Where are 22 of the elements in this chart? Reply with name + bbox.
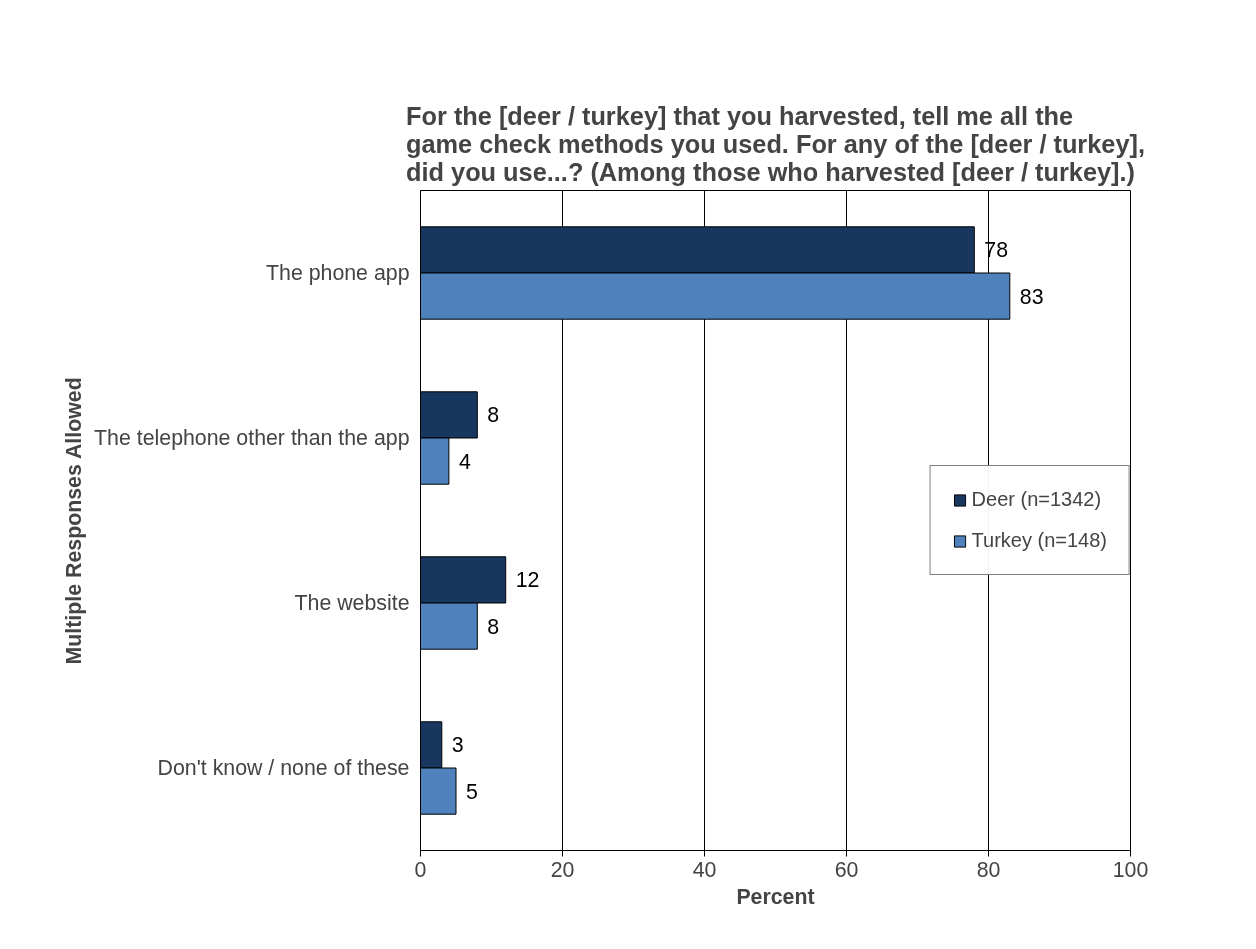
y-axis-title: Multiple Responses Allowed <box>62 377 87 665</box>
y-tick-label: The telephone other than the app <box>94 426 410 450</box>
x-tick-label: 60 <box>834 857 859 882</box>
x-tick-label: 40 <box>692 857 717 882</box>
y-tick-label: The website <box>294 591 410 615</box>
y-tick-label: Don't know / none of these <box>157 756 410 780</box>
data-label: 3 <box>451 733 464 758</box>
x-axis-title: Percent <box>736 884 815 909</box>
data-label: 8 <box>487 403 500 428</box>
data-label: 5 <box>466 779 478 804</box>
x-tick-label: 80 <box>976 857 1001 882</box>
chart-title: For the [deer / turkey] that you harvested, tell me all the game check methods you used. For any of the [deer / turkey], did you use...? (Among those who harvested [deer / turkey].) <box>406 101 1145 186</box>
x-tick-label: 0 <box>414 857 427 882</box>
x-tick-label: 20 <box>550 857 575 882</box>
data-label: 12 <box>515 568 540 593</box>
data-label: 83 <box>1019 284 1044 309</box>
legend-label: Deer (n=1342) <box>971 488 1102 511</box>
y-tick-label: The phone app <box>266 261 410 285</box>
data-label: 8 <box>487 614 500 639</box>
data-label: 4 <box>458 449 471 474</box>
legend-label: Turkey (n=148) <box>971 529 1107 552</box>
x-tick-label: 100 <box>1112 857 1149 882</box>
